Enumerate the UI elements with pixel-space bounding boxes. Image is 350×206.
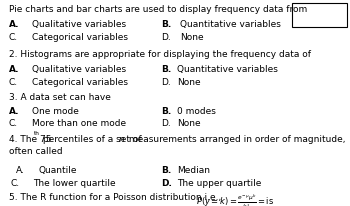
Text: B.: B.	[161, 20, 171, 29]
Text: D.: D.	[161, 179, 172, 188]
Bar	[292, 3, 346, 27]
Text: D.: D.	[161, 78, 171, 87]
Text: A.: A.	[9, 20, 19, 29]
Text: One mode: One mode	[32, 107, 78, 116]
Text: Quantile: Quantile	[38, 166, 77, 175]
Text: C.: C.	[9, 119, 18, 129]
Text: Qualitative variables: Qualitative variables	[32, 20, 126, 29]
Text: A.: A.	[9, 65, 19, 74]
Text: C.: C.	[10, 179, 20, 188]
Text: Quantitative variables: Quantitative variables	[177, 65, 278, 74]
Text: More than one mode: More than one mode	[32, 119, 126, 129]
Text: Categorical variables: Categorical variables	[32, 33, 127, 42]
Text: C.: C.	[9, 33, 18, 42]
Text: Median: Median	[177, 166, 210, 175]
Text: Quantitative variables: Quantitative variables	[180, 20, 281, 29]
Text: percentiles of a set of: percentiles of a set of	[40, 135, 145, 144]
Text: The upper quartile: The upper quartile	[177, 179, 261, 188]
Text: D.: D.	[161, 119, 171, 129]
Text: B.: B.	[161, 65, 171, 74]
Text: Categorical variables: Categorical variables	[32, 78, 127, 87]
Text: n: n	[119, 135, 125, 144]
Text: th: th	[34, 131, 40, 136]
Text: B.: B.	[161, 107, 171, 116]
Text: often called: often called	[9, 147, 62, 156]
Text: B.: B.	[161, 166, 171, 175]
Text: 4. The 75: 4. The 75	[9, 135, 51, 144]
Text: None: None	[177, 119, 200, 129]
Text: 5. The R function for a Poisson distribution i.e.,: 5. The R function for a Poisson distribu…	[9, 193, 224, 202]
Text: 3. A data set can have: 3. A data set can have	[9, 93, 111, 102]
Text: None: None	[180, 33, 204, 42]
Text: C.: C.	[9, 78, 18, 87]
Text: $P(y = k) = \frac{e^{-\mu}\mu^{k}}{k!} = $is: $P(y = k) = \frac{e^{-\mu}\mu^{k}}{k!} =…	[196, 193, 274, 206]
Text: Pie charts and bar charts are used to display frequency data from: Pie charts and bar charts are used to di…	[9, 5, 307, 14]
Text: Qualitative variables: Qualitative variables	[32, 65, 126, 74]
Text: measurements arranged in order of magnitude,: measurements arranged in order of magnit…	[126, 135, 345, 144]
Text: None: None	[177, 78, 200, 87]
Text: 2. Histograms are appropriate for displaying the frequency data of: 2. Histograms are appropriate for displa…	[9, 50, 311, 59]
Text: 0 modes: 0 modes	[177, 107, 216, 116]
Text: D.: D.	[161, 33, 171, 42]
Text: The lower quartile: The lower quartile	[33, 179, 116, 188]
Text: A.: A.	[16, 166, 25, 175]
Text: A.: A.	[9, 107, 19, 116]
